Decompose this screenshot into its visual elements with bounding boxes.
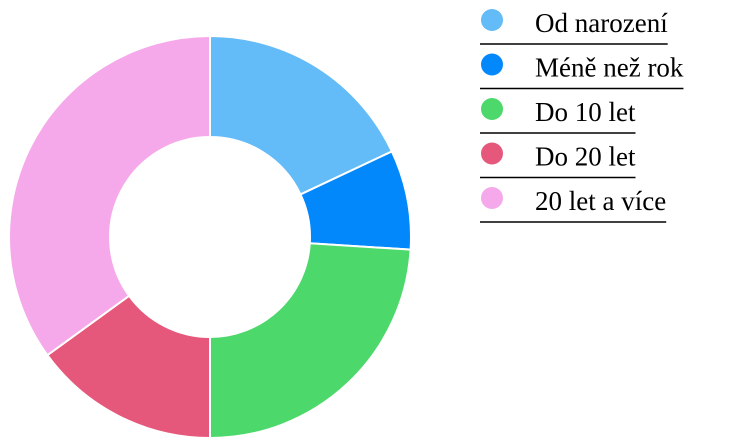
legend-label[interactable]: Méně než rok xyxy=(535,53,684,83)
donut-slice xyxy=(8,34,211,357)
legend-swatch xyxy=(481,187,503,209)
legend-swatch xyxy=(481,142,503,165)
donut-slice xyxy=(45,294,211,440)
donut-slice xyxy=(209,242,412,440)
legend-swatch xyxy=(481,98,503,120)
donut-slice xyxy=(209,34,394,196)
legend-swatch xyxy=(481,9,503,31)
legend-label[interactable]: Do 10 let xyxy=(535,97,636,127)
legend-label[interactable]: Do 20 let xyxy=(535,142,636,172)
legend-swatch xyxy=(481,53,503,76)
legend-label[interactable]: 20 let a více xyxy=(535,186,666,216)
legend-label[interactable]: Od narození xyxy=(535,8,668,38)
